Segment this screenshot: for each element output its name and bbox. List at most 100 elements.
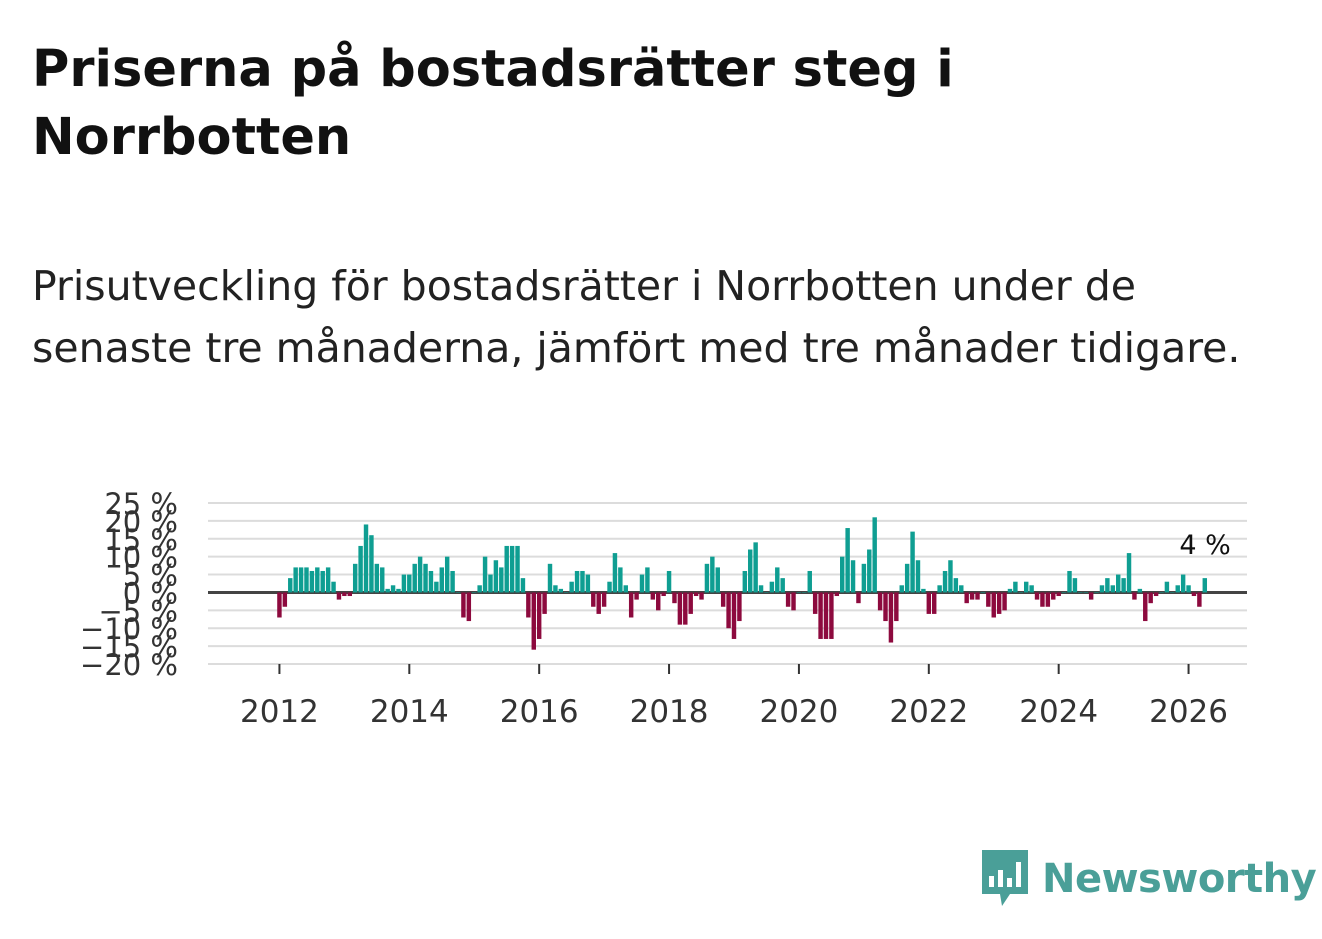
y-tick-label: 15 % bbox=[104, 523, 178, 557]
bar bbox=[1115, 574, 1121, 593]
bar bbox=[493, 560, 499, 593]
bar bbox=[325, 567, 331, 593]
y-tick-label: −10 % bbox=[80, 612, 178, 646]
bar bbox=[1023, 581, 1029, 593]
bar bbox=[628, 592, 634, 618]
annotation: 4 % bbox=[1179, 530, 1230, 561]
bar bbox=[1180, 574, 1186, 593]
bar bbox=[298, 567, 304, 593]
bar bbox=[407, 574, 412, 593]
y-tick-label: 10 % bbox=[104, 541, 178, 575]
bar bbox=[342, 592, 347, 597]
bar bbox=[1170, 592, 1175, 593]
bar bbox=[969, 592, 975, 600]
bar bbox=[650, 592, 656, 600]
bar bbox=[1013, 581, 1018, 593]
bar bbox=[352, 563, 358, 593]
bar bbox=[894, 592, 899, 622]
bar bbox=[1029, 585, 1034, 593]
bar bbox=[401, 574, 407, 593]
bar bbox=[764, 592, 769, 593]
bar bbox=[336, 592, 342, 600]
bar bbox=[450, 570, 455, 593]
bar bbox=[515, 545, 520, 593]
bar bbox=[477, 585, 482, 593]
bar bbox=[910, 531, 915, 593]
bar bbox=[986, 592, 991, 607]
bar bbox=[683, 592, 688, 625]
bar bbox=[1094, 592, 1099, 593]
bar bbox=[931, 592, 937, 614]
bar bbox=[601, 592, 607, 607]
bar bbox=[791, 592, 796, 611]
bar bbox=[553, 585, 558, 593]
bar bbox=[645, 567, 650, 593]
bar bbox=[942, 570, 948, 593]
bar bbox=[959, 585, 964, 593]
bar bbox=[753, 542, 758, 593]
bar bbox=[775, 567, 780, 593]
bar bbox=[374, 563, 380, 593]
bar bbox=[1056, 592, 1061, 597]
bar bbox=[802, 592, 807, 593]
bar bbox=[937, 585, 942, 593]
x-axis: 2012 2014 2016 2018 2020 2022 2024 2026 bbox=[208, 663, 1247, 730]
bar bbox=[472, 592, 477, 593]
bar bbox=[488, 574, 493, 593]
bar bbox=[991, 592, 996, 618]
bar bbox=[980, 592, 986, 593]
bar bbox=[509, 545, 515, 593]
bar bbox=[1105, 578, 1110, 593]
bar bbox=[964, 592, 969, 604]
bar bbox=[634, 592, 639, 600]
bar bbox=[1143, 592, 1148, 622]
bar bbox=[596, 592, 601, 614]
bar bbox=[482, 556, 488, 593]
bar bbox=[769, 581, 775, 593]
bar bbox=[293, 567, 298, 593]
bar bbox=[363, 524, 369, 593]
bar bbox=[536, 592, 542, 639]
bar bbox=[439, 567, 444, 593]
bar bbox=[899, 585, 904, 593]
bar bbox=[455, 592, 461, 593]
bar bbox=[904, 563, 910, 593]
bar bbox=[390, 585, 396, 593]
bar bbox=[569, 581, 574, 593]
bar bbox=[1002, 592, 1007, 611]
bar bbox=[1164, 581, 1170, 593]
bar bbox=[1153, 592, 1159, 597]
bar bbox=[417, 556, 423, 593]
bar bbox=[320, 570, 325, 593]
bar bbox=[1061, 592, 1067, 593]
bar bbox=[591, 592, 596, 607]
bar bbox=[661, 592, 666, 597]
bar bbox=[726, 592, 731, 629]
x-tick-label: 2014 bbox=[370, 694, 449, 730]
bar bbox=[845, 528, 850, 593]
bar bbox=[277, 592, 282, 618]
bar bbox=[1034, 592, 1040, 600]
bar bbox=[564, 592, 569, 593]
bar bbox=[877, 592, 883, 611]
bar bbox=[574, 570, 580, 593]
bar bbox=[737, 592, 742, 622]
bar bbox=[1186, 585, 1191, 593]
chart-subtitle: Prisutveckling för bostadsrätter i Norrb… bbox=[32, 262, 1241, 372]
last-value-label: 4 % bbox=[1179, 530, 1230, 561]
bar bbox=[953, 578, 959, 593]
bar bbox=[1110, 585, 1116, 593]
bar bbox=[807, 570, 812, 593]
bar bbox=[558, 588, 564, 593]
bar bbox=[840, 556, 845, 593]
bar bbox=[580, 570, 585, 593]
bar bbox=[812, 592, 818, 614]
bar bbox=[309, 570, 315, 593]
bar bbox=[1197, 592, 1202, 607]
bar bbox=[672, 592, 677, 604]
bar bbox=[1051, 592, 1056, 600]
bar bbox=[656, 592, 661, 611]
bar bbox=[612, 553, 618, 593]
x-tick-label: 2024 bbox=[1019, 694, 1098, 730]
bar bbox=[1072, 578, 1078, 593]
